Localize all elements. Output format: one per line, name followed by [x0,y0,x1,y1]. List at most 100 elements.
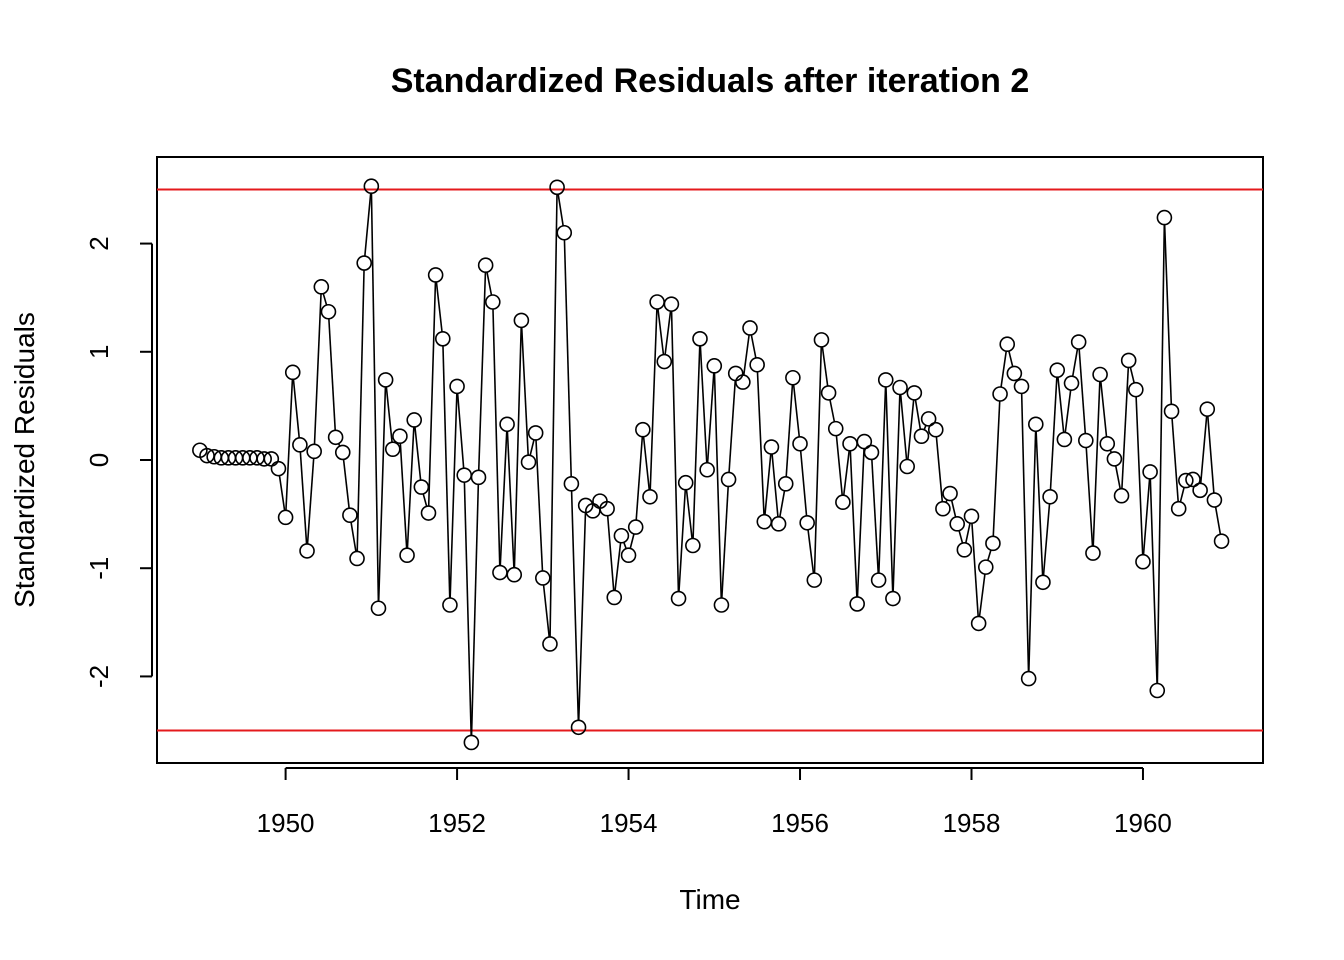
series-segment [614,542,622,591]
series-segment [764,453,772,515]
series-segment [442,345,451,599]
series-segment [486,271,493,296]
data-point [906,385,923,401]
data-point [777,476,794,492]
series-segment [721,486,729,599]
data-point [942,485,958,502]
data-point [492,564,508,581]
series-segment [1071,348,1079,377]
data-point [384,441,401,457]
data-point [1113,487,1130,504]
series-segment [364,193,372,257]
series-segment [385,386,393,443]
data-point [485,294,501,310]
data-point [477,257,494,274]
data-point [970,615,987,632]
series-segment [835,435,844,496]
data-point [1035,574,1051,591]
series-segment [829,399,836,422]
data-point [1099,435,1116,452]
data-point [1049,362,1066,378]
data-point [977,559,994,575]
data-point [813,332,830,348]
series-segment [563,239,572,477]
data-point [692,330,708,347]
data-point [820,385,837,401]
y-axis: -2 -1 0 1 2 [84,236,153,688]
data-point [935,500,951,517]
data-point [1192,482,1208,499]
data-point [877,372,894,388]
series-segment [1092,381,1101,547]
series-segment [892,394,901,592]
series-segment [1035,431,1044,576]
data-point [992,386,1008,402]
series-segment [885,386,894,592]
data-point [1156,209,1173,226]
data-point [556,224,573,241]
data-point [999,336,1016,353]
series-segment [728,380,737,473]
series-segment [670,311,680,592]
data-point [284,364,301,381]
data-point [1085,545,1101,561]
x-tick-label: 1960 [1114,808,1172,838]
series-segment [499,431,508,566]
data-point [413,479,430,495]
data-point [885,590,901,607]
series-segment [535,439,544,572]
series-segment [692,345,701,539]
data-point [270,460,287,477]
series-segment [506,431,515,568]
data-point [749,356,765,373]
data-point [1092,366,1108,383]
y-tick-label: 0 [84,453,114,467]
series-segment [1199,416,1208,484]
series-segment [513,327,522,568]
data-point [927,421,944,438]
series-segment [785,384,794,477]
data-point [1135,553,1151,570]
data-point [1020,670,1037,687]
series-segment [1057,377,1065,433]
data-point [770,516,787,532]
series-segment [285,379,294,511]
series-segment [322,293,328,306]
data-point [956,542,973,558]
data-point [549,179,565,196]
series-segment [821,346,829,387]
plot-frame [156,156,1264,764]
series-segment [987,549,992,561]
series-segment [570,490,580,721]
y-tick-label: -1 [84,557,114,580]
series-segment [529,439,535,456]
data-point [299,543,315,559]
series-segment [542,584,551,638]
data-point [1170,500,1187,517]
series-segment [756,371,765,515]
series-segment [965,522,971,544]
data-point [913,428,930,444]
series-segment [1000,351,1008,388]
data-point [785,369,801,386]
series-segment [399,443,408,549]
x-tick-label: 1954 [600,808,658,838]
series-segment [899,394,908,460]
x-axis: 1950 1952 1954 1956 1958 1960 [257,767,1172,838]
data-point [342,507,358,523]
y-tick-label: -2 [84,665,114,688]
series-segment [664,311,672,355]
data-point [392,428,408,444]
data-point [277,509,294,526]
series-segment [642,436,651,490]
series-segment [470,484,480,736]
data-point [949,516,966,532]
series-segment [706,372,715,463]
series-segment [449,393,458,599]
series-segment [849,450,858,597]
series-segment [1042,503,1051,576]
series-segment [435,281,443,332]
series-segment [779,490,786,518]
series-segment [742,334,750,376]
data-point [856,433,873,450]
